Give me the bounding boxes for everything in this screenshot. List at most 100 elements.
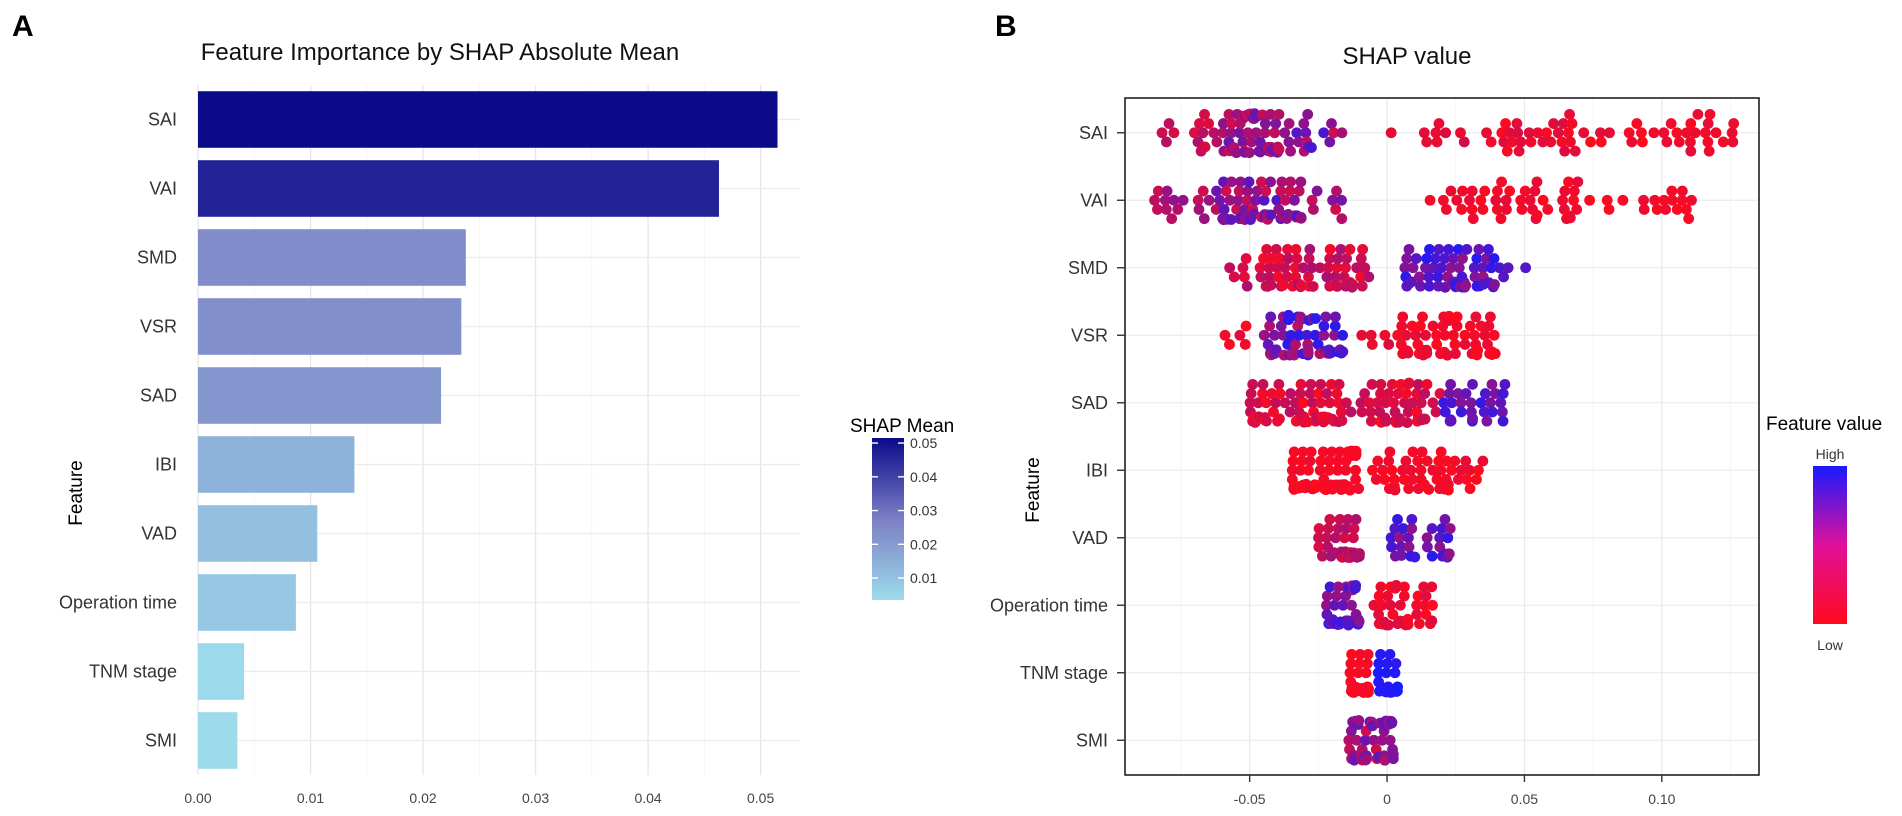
- shap-point-sai: [1685, 145, 1697, 157]
- shap-point-ibi: [1384, 446, 1396, 458]
- shap-point-sai: [1336, 127, 1348, 139]
- shap-point-vai: [1220, 185, 1232, 197]
- bar-sai: [198, 91, 778, 148]
- shap-point-vai: [1424, 194, 1436, 206]
- shap-point-ibi: [1407, 474, 1418, 485]
- shap-point-tnm-stage: [1375, 648, 1386, 660]
- shap-point-ibi: [1421, 455, 1433, 467]
- shap-point-smd: [1306, 262, 1318, 274]
- shap-point-vai: [1477, 204, 1489, 215]
- shap-point-vai: [1617, 194, 1629, 206]
- shap-point-vad: [1443, 548, 1455, 560]
- shap-point-ibi: [1435, 464, 1447, 476]
- shap-point-smd: [1331, 262, 1343, 274]
- shap-point-sad: [1445, 378, 1457, 390]
- shap-point-vai: [1456, 204, 1468, 215]
- shap-point-ibi: [1397, 464, 1408, 476]
- shap-point-vai: [1686, 194, 1697, 206]
- shap-point-sad: [1266, 388, 1278, 399]
- shap-point-vsr: [1472, 344, 1484, 356]
- shap-point-sai: [1673, 136, 1685, 148]
- shap-point-sai: [1537, 136, 1549, 148]
- panel-b-letter: B: [995, 10, 1017, 43]
- shap-point-smd: [1453, 243, 1464, 255]
- shap-point-sai: [1283, 118, 1295, 129]
- shap-point-sai: [1481, 127, 1492, 139]
- shap-point-operation-time: [1321, 590, 1333, 602]
- shap-point-vai: [1224, 194, 1236, 206]
- shap-point-operation-time: [1329, 599, 1340, 611]
- shap-point-sai: [1727, 136, 1739, 148]
- shap-point-ibi: [1326, 446, 1338, 458]
- shap-point-vsr: [1488, 329, 1500, 341]
- shap-point-smd: [1303, 253, 1315, 264]
- shap-point-sai: [1168, 127, 1180, 139]
- shap-point-vai: [1307, 204, 1319, 215]
- shap-point-sad: [1336, 415, 1348, 427]
- shap-point-vad: [1406, 523, 1418, 534]
- shap-point-sad: [1333, 378, 1345, 390]
- bar-ibi: [198, 436, 355, 493]
- shap-point-vai: [1557, 194, 1568, 206]
- shap-point-vai: [1564, 212, 1576, 224]
- shap-point-vai: [1336, 194, 1347, 206]
- shap-point-operation-time: [1342, 619, 1354, 631]
- shap-point-sai: [1458, 136, 1470, 148]
- shap-point-smd: [1413, 271, 1425, 283]
- shap-point-vai: [1457, 185, 1468, 197]
- shap-point-vsr: [1483, 320, 1495, 332]
- shap-point-smd: [1420, 262, 1431, 274]
- shap-point-vai: [1166, 213, 1178, 225]
- shap-point-vai: [1152, 185, 1164, 197]
- shap-point-sad: [1304, 388, 1316, 399]
- shap-point-smd: [1322, 262, 1334, 274]
- shap-point-sai: [1699, 127, 1711, 139]
- shap-point-vsr: [1264, 320, 1276, 332]
- shap-point-sad: [1359, 388, 1371, 399]
- shap-point-sad: [1497, 415, 1509, 427]
- shap-point-smd: [1468, 262, 1480, 274]
- shap-point-smd: [1498, 271, 1509, 283]
- shap-point-smd: [1295, 280, 1307, 291]
- shap-point-vsr: [1410, 329, 1421, 341]
- shap-point-vsr: [1283, 309, 1295, 321]
- shap-point-smd: [1254, 262, 1266, 274]
- shap-point-ibi: [1286, 464, 1298, 476]
- shap-point-vai: [1276, 176, 1288, 188]
- shap-point-vai: [1504, 185, 1516, 197]
- shap-point-vai: [1250, 194, 1262, 206]
- shap-point-sai: [1156, 127, 1168, 139]
- shap-point-vai: [1159, 194, 1171, 206]
- shap-point-ibi: [1304, 455, 1316, 467]
- shap-point-smd: [1407, 262, 1419, 274]
- shap-point-sai: [1703, 145, 1715, 157]
- shap-point-smd: [1261, 243, 1273, 255]
- chart-a-x-tick-label: 0.01: [297, 790, 324, 806]
- chart-b-legend: Feature value High Low: [1766, 414, 1882, 653]
- shap-point-sai: [1636, 127, 1647, 139]
- shap-point-vai: [1638, 204, 1650, 215]
- shap-point-vsr: [1396, 320, 1408, 332]
- shap-point-tnm-stage: [1360, 667, 1372, 679]
- shap-point-ibi: [1350, 464, 1361, 476]
- shap-point-sai: [1504, 127, 1516, 139]
- shap-point-smd: [1432, 271, 1444, 283]
- shap-point-operation-time: [1414, 618, 1425, 630]
- shap-point-smi: [1384, 734, 1396, 746]
- shap-point-sai: [1556, 136, 1568, 148]
- shap-point-smd: [1443, 243, 1454, 255]
- shap-point-vai: [1516, 204, 1528, 215]
- shap-point-vai: [1243, 176, 1255, 188]
- shap-point-vai: [1491, 204, 1503, 215]
- shap-point-vad: [1421, 532, 1433, 544]
- shap-point-smd: [1351, 262, 1363, 274]
- shap-point-vai: [1464, 194, 1475, 206]
- shap-point-operation-time: [1419, 599, 1431, 611]
- shap-point-sad: [1484, 397, 1496, 409]
- chart-b-plot-frame: [1124, 97, 1760, 776]
- shap-point-sai: [1223, 108, 1235, 120]
- shap-point-vsr: [1309, 329, 1321, 341]
- shap-point-vad: [1324, 513, 1336, 525]
- shap-point-vai: [1260, 185, 1272, 197]
